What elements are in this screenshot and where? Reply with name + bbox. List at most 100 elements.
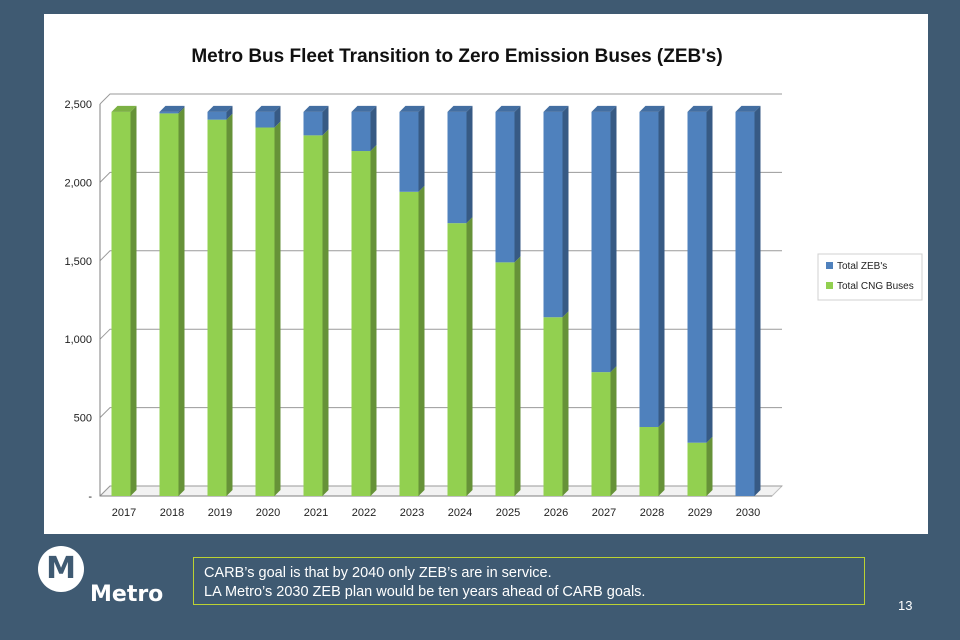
- bus-fleet-chart: - 500 1,000 1,500 2,000 2,500 Metro Bus Fleet …: [64, 46, 923, 519]
- y-tick-label: 2,500: [64, 99, 92, 111]
- bar-top: [543, 105, 569, 112]
- x-tick-label: 2018: [160, 507, 184, 519]
- x-tick-label: 2022: [352, 507, 376, 519]
- bar-side: [322, 105, 329, 136]
- bar-side: [226, 105, 233, 120]
- bar-side: [754, 105, 761, 496]
- bar-top: [447, 105, 473, 112]
- bar-top: [399, 105, 425, 112]
- legend-label: Total CNG Buses: [837, 281, 914, 292]
- bar-cng: [159, 113, 179, 497]
- note-line-1: CARB’s goal is that by 2040 only ZEB’s a…: [204, 565, 552, 581]
- bar-side: [178, 105, 185, 114]
- bar-side: [610, 366, 617, 496]
- bar-side: [706, 105, 713, 443]
- bar-cng: [255, 127, 275, 497]
- bar-side: [370, 145, 377, 497]
- x-tick-label: 2021: [304, 507, 328, 519]
- bar-cng: [447, 223, 467, 496]
- chart-floor: [98, 485, 784, 497]
- note-line-2: LA Metro’s 2030 ZEB plan would be ten ye…: [204, 584, 646, 600]
- bar-cng: [591, 372, 611, 496]
- bar-side: [658, 421, 665, 496]
- chart-panel: - 500 1,000 1,500 2,000 2,500 Metro Bus Fleet …: [44, 14, 928, 534]
- bar-zeb: [255, 111, 275, 128]
- x-tick-label: 2025: [496, 507, 520, 519]
- bar-side: [418, 105, 425, 192]
- legend-box: [817, 253, 923, 301]
- bar-cng: [111, 111, 131, 496]
- bar-side: [562, 311, 569, 496]
- bar-top: [159, 105, 185, 112]
- x-tick-label: 2027: [592, 507, 616, 519]
- bar-cng: [495, 262, 515, 496]
- legend-swatch: [826, 282, 833, 289]
- y-tick-label: 2,000: [64, 177, 92, 189]
- page-number: 13: [898, 598, 913, 613]
- bar-zeb: [447, 111, 467, 224]
- bar-zeb: [159, 111, 179, 114]
- metro-logo-icon: M: [38, 546, 84, 592]
- chart-title: Metro Bus Fleet Transition to Zero Emiss…: [191, 46, 722, 67]
- bar-zeb: [735, 111, 755, 496]
- bar-side: [658, 105, 665, 428]
- bar-cng: [303, 135, 323, 497]
- note-box: CARB’s goal is that by 2040 only ZEB’s a…: [193, 557, 865, 605]
- bar-side: [418, 185, 425, 497]
- bar-zeb: [303, 111, 323, 136]
- bar-side: [130, 105, 137, 496]
- bar-side: [370, 105, 377, 152]
- bar-top: [255, 105, 281, 112]
- y-tick-label: 1,500: [64, 256, 92, 268]
- bar-top: [351, 105, 377, 112]
- bar-side: [226, 113, 233, 497]
- gridline: [99, 407, 782, 418]
- legend-label: Total ZEB's: [837, 261, 887, 272]
- bar-cng: [399, 191, 419, 497]
- bar-top: [591, 105, 617, 112]
- x-tick-label: 2029: [688, 507, 712, 519]
- x-tick-label: 2024: [448, 507, 472, 519]
- bar-side: [562, 105, 569, 318]
- bar-top: [207, 105, 233, 112]
- y-tick-label: 1,000: [64, 334, 92, 346]
- bar-side: [178, 107, 185, 497]
- bar-top: [639, 105, 665, 112]
- bar-side: [706, 436, 713, 496]
- bar-top: [495, 105, 521, 112]
- y-tick-label: 500: [74, 413, 92, 425]
- x-tick-label: 2017: [112, 507, 136, 519]
- gridline: [99, 171, 782, 183]
- bar-cng: [543, 317, 563, 496]
- brand-name: Metro: [90, 582, 164, 607]
- logo-letter: M: [46, 551, 76, 586]
- bar-top: [303, 105, 329, 112]
- bar-side: [514, 256, 521, 496]
- bar-zeb: [543, 111, 563, 318]
- bar-cng: [639, 427, 659, 496]
- bar-cng: [207, 119, 227, 497]
- bar-zeb: [399, 111, 419, 192]
- bar-cng: [351, 151, 371, 497]
- bar-top: [687, 105, 713, 112]
- bar-side: [466, 105, 473, 224]
- gridline: [99, 328, 782, 340]
- x-tick-label: 2030: [736, 507, 760, 519]
- bar-side: [514, 105, 521, 263]
- x-tick-label: 2020: [256, 507, 280, 519]
- x-tick-label: 2019: [208, 507, 232, 519]
- bar-zeb: [207, 111, 227, 120]
- y-tick-label: -: [88, 491, 92, 503]
- gridline: [99, 250, 782, 262]
- bar-top: [111, 105, 137, 112]
- bar-top: [735, 105, 761, 112]
- bar-zeb: [495, 111, 515, 263]
- bar-zeb: [639, 111, 659, 428]
- x-tick-label: 2028: [640, 507, 664, 519]
- bar-side: [610, 105, 617, 373]
- bar-side: [274, 105, 281, 128]
- bar-zeb: [591, 111, 611, 373]
- x-tick-label: 2023: [400, 507, 424, 519]
- bar-side: [274, 121, 281, 497]
- bar-cng: [687, 442, 707, 496]
